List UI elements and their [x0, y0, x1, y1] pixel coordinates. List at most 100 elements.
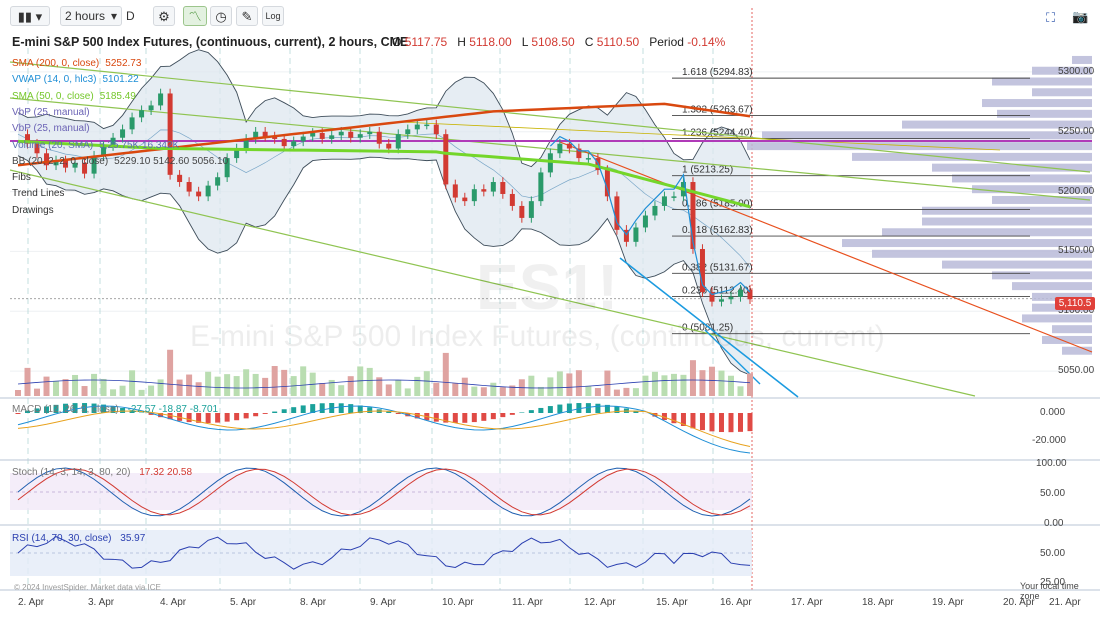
volume-bar	[262, 377, 269, 396]
volume-bar	[243, 369, 250, 396]
x-tick-label: 2. Apr	[18, 597, 45, 608]
candle-body	[139, 110, 145, 118]
macd-axis-1: -20.000	[1032, 435, 1066, 446]
timezone-note[interactable]: Your local time zone	[1020, 581, 1079, 601]
macd-bar	[25, 410, 31, 413]
volume-bar	[15, 390, 21, 396]
price-tick-label: 5200.00	[1058, 185, 1095, 197]
low-label: L	[521, 35, 528, 49]
legend-item-label: Fibs	[12, 172, 31, 184]
candle-body	[53, 160, 59, 166]
candle-body	[452, 184, 458, 198]
indicators-button[interactable]: 〽	[183, 6, 207, 26]
macd-bar	[443, 413, 449, 423]
legend-item[interactable]: BB (20, 2, 2, 0, close) 5229.10 5142.60 5…	[12, 156, 228, 167]
candle-body	[338, 131, 344, 136]
macd-bar	[148, 413, 154, 415]
interval-select[interactable]: 2 hours ▾	[60, 6, 122, 26]
vbp-bar	[997, 109, 1092, 118]
candle-body	[585, 158, 591, 160]
trend-lines	[9, 61, 1093, 398]
volume-bar	[338, 385, 345, 396]
macd-bar	[224, 413, 230, 422]
macd-bar	[490, 413, 496, 420]
fullscreen-icon[interactable]: ⛶	[1046, 10, 1056, 25]
camera-icon[interactable]: 📷	[1072, 9, 1089, 24]
candle-body	[196, 191, 202, 197]
legend-item[interactable]: VbP (25, manual)	[12, 123, 90, 134]
drawing-tools-button[interactable]: ✎	[236, 6, 258, 26]
period-letter[interactable]: D	[126, 9, 135, 23]
stoch-d-line	[17, 468, 751, 516]
legend-item[interactable]: VWAP (14, 0, hlc3) 5101.22	[12, 74, 139, 85]
volume-bar	[537, 386, 544, 396]
settings-button[interactable]: ⚙	[153, 6, 175, 26]
chart-type-button[interactable]: ▮▮ ▾	[10, 6, 50, 26]
candle-body	[490, 182, 496, 192]
candle-body	[129, 117, 135, 130]
legend-item[interactable]: Drawings	[12, 205, 54, 216]
x-tick-label: 9. Apr	[370, 597, 397, 608]
candle-body	[528, 201, 534, 218]
volume-bar	[138, 389, 145, 396]
volume-bar	[528, 375, 535, 396]
volume-bar	[727, 375, 734, 396]
legend-item-value: 5185.49	[99, 90, 136, 102]
legend-item[interactable]: SMA (200, 0, close) 5252.73	[12, 58, 141, 69]
candle-body	[63, 160, 69, 168]
volume-bar	[395, 380, 402, 396]
legend-item[interactable]: Trend Lines	[12, 188, 64, 199]
legend-item[interactable]: VbP (25, manual)	[12, 107, 90, 118]
volume-bar	[442, 352, 449, 396]
vbp-bar	[872, 249, 1092, 258]
volume-bar	[461, 377, 468, 396]
macd-bar	[671, 413, 677, 424]
bb-mid	[17, 129, 751, 268]
x-tick-label: 21. Apr	[1049, 597, 1081, 608]
x-tick-label: 16. Apr	[720, 597, 752, 608]
macd-axis-0: 0.000	[1040, 407, 1066, 418]
volume-bar	[366, 367, 373, 396]
macd-bar	[63, 403, 69, 413]
macd-bar	[500, 413, 506, 418]
pen-icon: ✎	[241, 8, 253, 24]
candle-body	[519, 205, 525, 218]
candle-body	[376, 131, 382, 144]
watermark-name: E-mini S&P 500 Index Futures, (continuou…	[190, 320, 885, 353]
macd-bar	[243, 413, 249, 419]
log-scale-button[interactable]: Log	[262, 6, 284, 26]
time-button[interactable]: ◷	[210, 6, 232, 26]
macd-bar	[34, 408, 40, 413]
vbp-bar	[1062, 346, 1092, 355]
macd-signal-line	[17, 410, 751, 447]
macd-bar	[310, 404, 316, 413]
legend-item[interactable]: Volume (20, SMA) 5,25.75K 16.342K	[12, 140, 179, 151]
volume-bar	[252, 373, 259, 396]
macd-bar	[234, 413, 240, 421]
candle-body	[737, 289, 743, 297]
fib-label: 1.236 (5244.40)	[682, 127, 753, 138]
candle-body	[547, 153, 553, 173]
line-chart-icon: 〽	[188, 8, 202, 24]
open-value: 5117.75	[404, 35, 448, 49]
macd-title: MACD (12, 26, 9, close)	[12, 404, 119, 415]
moving-averages	[17, 102, 751, 296]
macd-bar	[414, 413, 420, 419]
legend-item[interactable]: Fibs	[12, 172, 31, 183]
vbp-bar	[1052, 325, 1092, 334]
volume-bar	[271, 366, 278, 396]
legend-item-label: VbP (25, manual)	[12, 106, 90, 118]
volume-bar	[699, 370, 706, 396]
volume-bar	[689, 360, 696, 396]
macd-bar	[186, 413, 192, 423]
candle-body	[215, 177, 221, 186]
volume-bar	[490, 382, 497, 396]
legend-item-label: VWAP (14, 0, hlc3)	[12, 74, 97, 86]
volume-bar	[176, 379, 183, 396]
legend-item-label: Volume (20, SMA)	[12, 139, 94, 151]
candle-body	[538, 172, 544, 202]
x-tick-label: 5. Apr	[230, 597, 257, 608]
legend-item[interactable]: SMA (50, 0, close) 5185.49	[12, 91, 136, 102]
indicator-panes	[0, 397, 1100, 591]
